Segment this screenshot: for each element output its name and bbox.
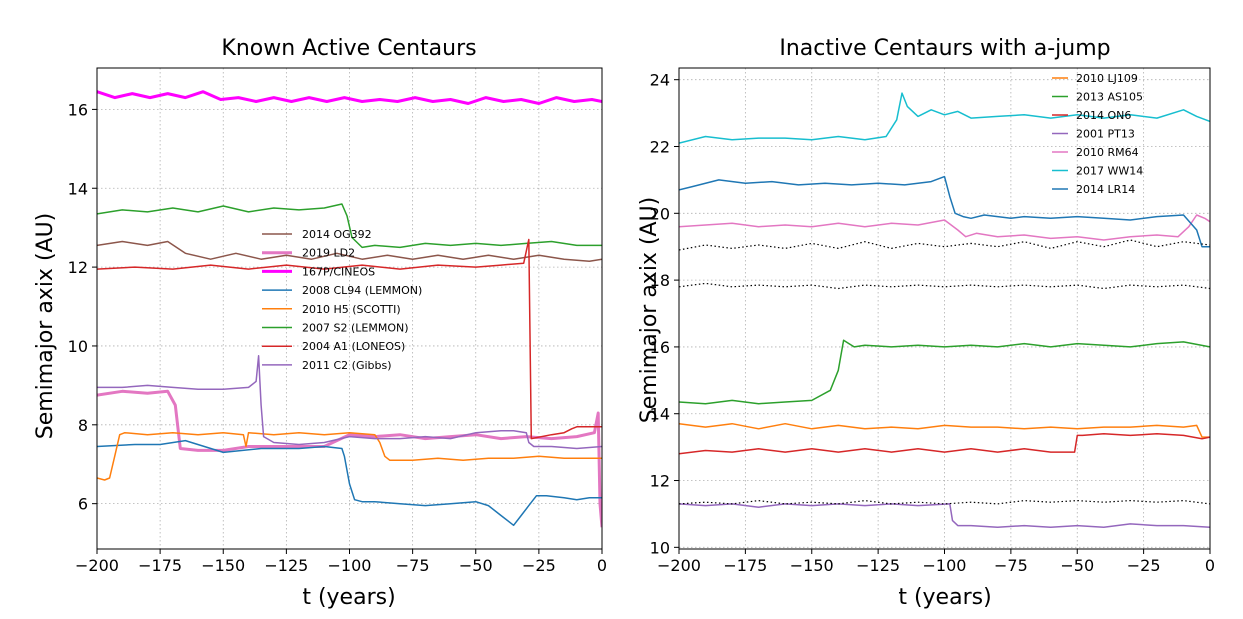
y-tick-label: 20 [650, 204, 670, 223]
chart-title: Known Active Centaurs [221, 36, 476, 61]
y-tick-label: 10 [650, 538, 670, 557]
series-lines [679, 92, 1210, 529]
x-tick-label: −175 [138, 556, 182, 575]
legend-item: 2001 PT13 [1052, 128, 1135, 141]
y-tick-label: 8 [78, 416, 88, 435]
y-tick-label: 18 [650, 271, 670, 290]
x-tick-label: −50 [1060, 556, 1094, 575]
ticks: −200 −175 −150 −125 −100 −75 −50 −25 0 10 12 14 16 18… [650, 71, 1215, 575]
x-tick-label: −100 [328, 556, 372, 575]
y-tick-label: 16 [650, 338, 670, 357]
legend-item: 2014 LR14 [1052, 183, 1135, 196]
series-line-2010-rm64 [679, 214, 1210, 241]
legend-item: 2017 WW14 [1052, 165, 1143, 178]
x-tick-label: −150 [790, 556, 834, 575]
y-tick-label: 12 [650, 472, 670, 491]
x-axis-label: t (years) [898, 585, 991, 610]
legend-item: 2011 C2 (Gibbs) [262, 359, 392, 372]
series-line-2010-lj109 [679, 422, 1210, 438]
y-tick-label: 10 [68, 337, 88, 356]
legend-label: 2010 H5 (SCOTTI) [302, 303, 401, 316]
legend-label: 2014 ON6 [1076, 109, 1131, 122]
legend: 2010 LJ109 2013 AS105 2014 ON6 2001 PT13 201… [1052, 72, 1143, 196]
legend-label: 2010 RM64 [1076, 146, 1139, 159]
x-tick-label: −150 [201, 556, 245, 575]
legend-item: 2013 AS105 [1052, 91, 1143, 104]
legend-item: 2004 A1 (LONEOS) [262, 340, 405, 353]
x-tick-label: −200 [657, 556, 701, 575]
series-line-2008-cl94-lemmon [97, 439, 602, 527]
x-tick-label: −125 [856, 556, 900, 575]
legend-item: 167P/CINEOS [262, 265, 375, 278]
legend-item: 2007 S2 (LEMMON) [262, 322, 409, 335]
series-line-2014-on6 [679, 433, 1210, 455]
x-tick-label: 0 [1205, 556, 1215, 575]
legend-item: 2014 ON6 [1052, 109, 1131, 122]
x-tick-label: −100 [923, 556, 967, 575]
ticks: −200 −175 −150 −125 −100 −75 −50 −25 0 6 8 10 12 14 16 [68, 100, 607, 575]
legend-item: 2010 RM64 [1052, 146, 1139, 159]
legend-label: 2014 OG392 [302, 228, 372, 241]
legend: 2014 OG392 2019 LD2 167P/CINEOS 2008 CL94 (… [262, 228, 422, 372]
legend-item: 2008 CL94 (LEMMON) [262, 284, 422, 297]
series-line-2004-a1-loneos [97, 238, 602, 440]
legend-label: 2010 LJ109 [1076, 72, 1138, 85]
x-axis-label: t (years) [302, 585, 395, 610]
y-tick-label: 24 [650, 71, 670, 90]
series-line-2001-pt13 [679, 503, 1210, 529]
legend-label: 2017 WW14 [1076, 165, 1143, 178]
x-tick-label: −125 [264, 556, 308, 575]
legend-label: 2004 A1 (LONEOS) [302, 340, 405, 353]
legend-label: 2014 LR14 [1076, 183, 1135, 196]
series-line-reference-7 [679, 239, 1210, 251]
legend-item: 2010 LJ109 [1052, 72, 1138, 85]
x-tick-label: −200 [75, 556, 119, 575]
legend-label: 2019 LD2 [302, 247, 355, 260]
x-tick-label: −75 [994, 556, 1028, 575]
legend-label: 2011 C2 (Gibbs) [302, 359, 392, 372]
y-tick-label: 16 [68, 100, 88, 119]
legend-label: 2013 AS105 [1076, 91, 1143, 104]
legend-item: 2014 OG392 [262, 228, 372, 241]
y-tick-label: 6 [78, 495, 88, 514]
y-axis-label: Semimajor axix (AU) [637, 197, 662, 424]
series-line-2017-ww14 [679, 92, 1210, 144]
x-tick-label: −50 [459, 556, 493, 575]
series-line-2011-c2-gibbs [97, 355, 602, 450]
chart-known-active-centaurs: Known Active Centaurs t (years) Semimajo… [33, 36, 607, 610]
series-line-2013-as105 [679, 339, 1210, 405]
series-lines [97, 90, 602, 528]
legend-item: 2019 LD2 [262, 247, 355, 260]
series-line-2014-og392 [97, 240, 602, 262]
y-tick-label: 14 [650, 405, 670, 424]
series-line-2014-lr14 [679, 175, 1210, 248]
y-tick-label: 22 [650, 137, 670, 156]
series-line-2010-h5-scotti [97, 431, 602, 481]
legend-label: 2008 CL94 (LEMMON) [302, 284, 422, 297]
series-line-2007-s2-lemmon [97, 203, 602, 249]
x-tick-label: 0 [597, 556, 607, 575]
legend-label: 167P/CINEOS [302, 265, 375, 278]
series-line-2019-ld2 [97, 389, 602, 528]
series-line-reference-9 [679, 500, 1210, 505]
x-tick-label: −175 [723, 556, 767, 575]
series-line-167p-cineos [97, 90, 602, 105]
y-tick-label: 12 [68, 258, 88, 277]
x-tick-label: −25 [1127, 556, 1161, 575]
legend-item: 2010 H5 (SCOTTI) [262, 303, 401, 316]
series-line-reference-8 [679, 282, 1210, 290]
chart-inactive-centaurs: Inactive Centaurs with a-jump t (years) … [637, 36, 1215, 610]
legend-label: 2001 PT13 [1076, 128, 1135, 141]
legend-label: 2007 S2 (LEMMON) [302, 322, 409, 335]
x-tick-label: −75 [396, 556, 430, 575]
chart-title: Inactive Centaurs with a-jump [779, 36, 1110, 61]
y-tick-label: 14 [68, 179, 88, 198]
x-tick-label: −25 [522, 556, 556, 575]
y-axis-label: Semimajor axix (AU) [33, 213, 58, 440]
